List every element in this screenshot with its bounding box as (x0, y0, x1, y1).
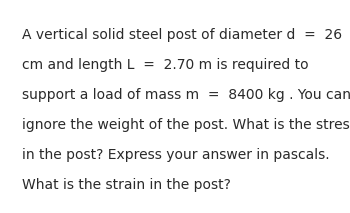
Text: cm and length L  =  2.70 m is required to: cm and length L = 2.70 m is required to (22, 58, 309, 72)
Text: What is the strain in the post?: What is the strain in the post? (22, 178, 231, 192)
Text: support a load of mass m  =  8400 kg . You can: support a load of mass m = 8400 kg . You… (22, 88, 350, 102)
Text: ignore the weight of the post. What is the stress: ignore the weight of the post. What is t… (22, 118, 350, 132)
Text: A vertical solid steel post of diameter d  =  26: A vertical solid steel post of diameter … (22, 28, 342, 42)
Text: in the post? Express your answer in pascals.: in the post? Express your answer in pasc… (22, 148, 330, 162)
